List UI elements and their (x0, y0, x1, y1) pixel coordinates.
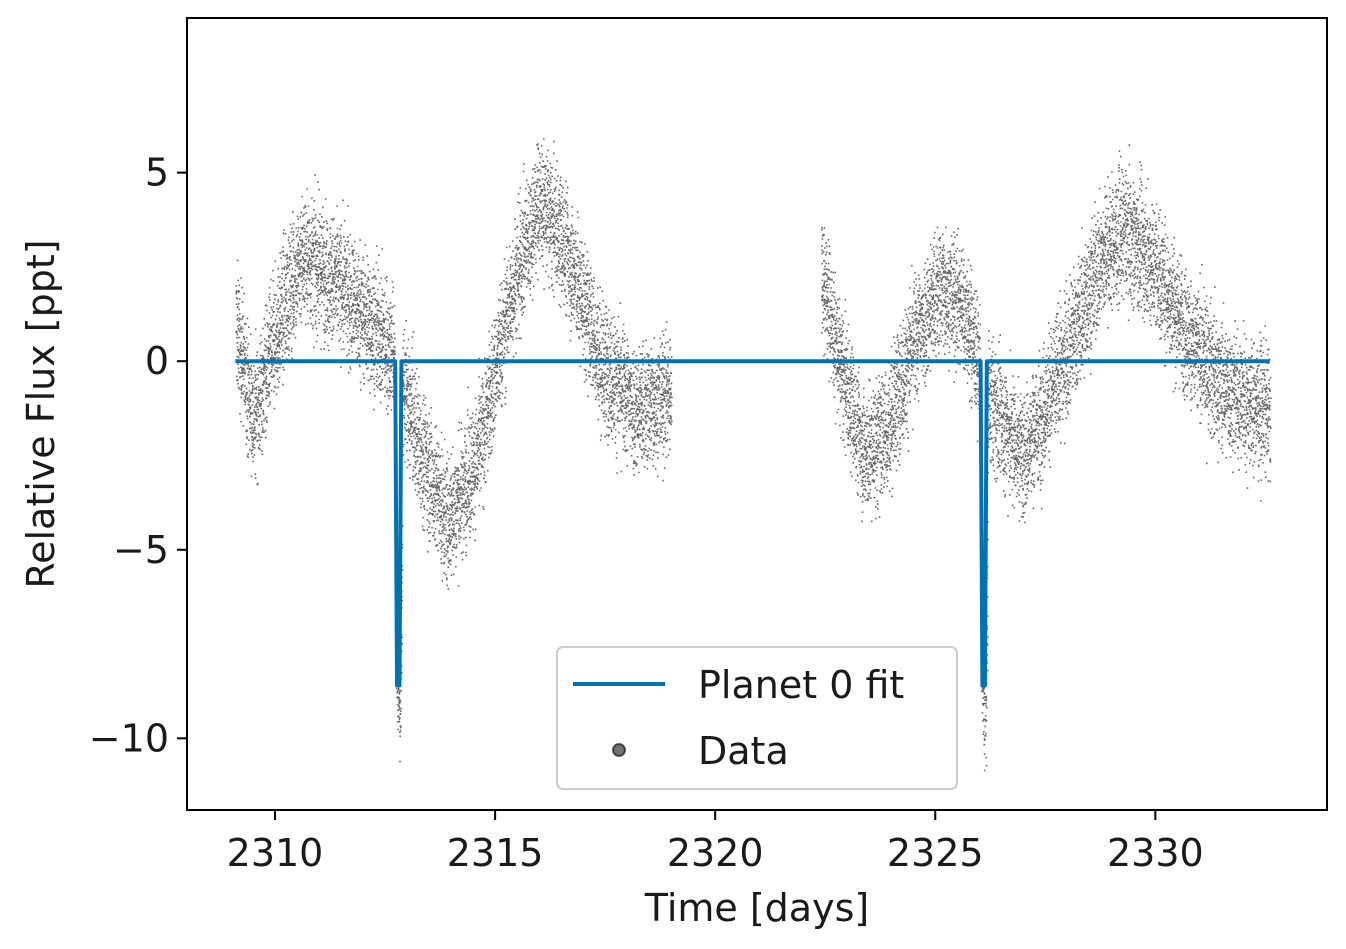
x-tick-label: 2315 (447, 831, 544, 875)
legend: Planet 0 fit Data (556, 646, 958, 790)
y-tick-label: 0 (145, 339, 169, 383)
y-tick-label: −5 (113, 528, 169, 572)
x-tick-label: 2325 (887, 831, 984, 875)
axes-frame (186, 17, 1328, 811)
x-tick-label: 2320 (667, 831, 764, 875)
plot-area (235, 138, 1272, 772)
planet-fit-path (235, 359, 1270, 688)
planet-fit-line (235, 359, 1270, 688)
legend-label-fit: Planet 0 fit (698, 663, 904, 707)
y-tick-label: 5 (145, 151, 169, 195)
y-axis-ticks: 5 0 −5 −10 (89, 151, 187, 760)
y-tick-label: −10 (89, 716, 169, 760)
y-axis-label: Relative Flux [ppt] (19, 239, 63, 588)
x-axis-label: Time [days] (644, 886, 869, 930)
x-tick-label: 2330 (1107, 831, 1204, 875)
legend-label-data: Data (698, 729, 789, 773)
x-axis-ticks: 2310 2315 2320 2325 2330 (227, 810, 1204, 875)
legend-point-swatch (612, 743, 626, 757)
x-tick-label: 2310 (227, 831, 324, 875)
